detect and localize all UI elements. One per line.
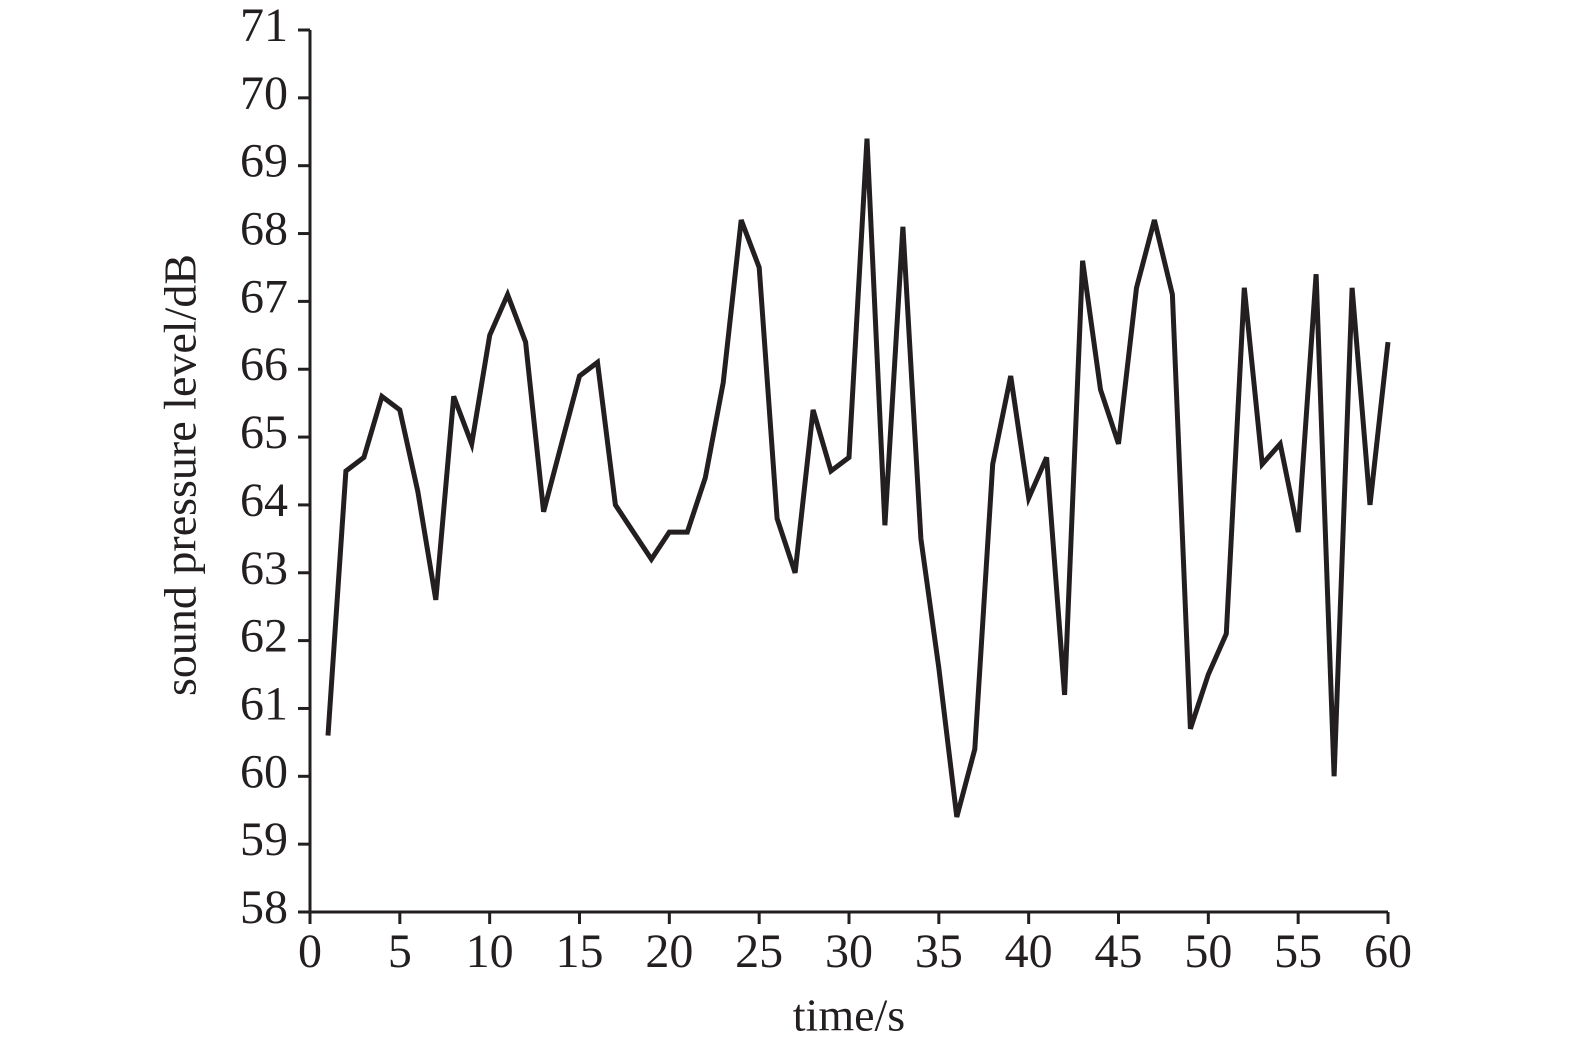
y-tick-label: 62 [240,610,288,663]
x-tick-label: 45 [1095,925,1143,978]
y-tick-label: 59 [240,813,288,866]
x-tick-label: 25 [735,925,783,978]
y-tick-label: 66 [240,338,288,391]
data-line [325,138,1391,818]
x-tick-label: 35 [915,925,963,978]
x-tick-label: 5 [388,925,412,978]
x-tick-label: 0 [298,925,322,978]
x-tick-label: 30 [825,925,873,978]
x-tick-label: 50 [1184,925,1232,978]
x-tick-label: 10 [466,925,514,978]
y-tick-label: 60 [240,745,288,798]
y-tick-label: 65 [240,406,288,459]
y-tick-label: 63 [240,542,288,595]
y-axis-title: sound pressure level/dB [155,254,206,696]
y-tick-label: 71 [240,0,288,52]
y-tick-label: 67 [240,270,288,323]
y-tick-label: 69 [240,135,288,188]
y-tick-label: 64 [240,474,288,527]
y-tick-label: 70 [240,67,288,120]
y-tick-label: 61 [240,677,288,730]
x-tick-label: 15 [556,925,604,978]
x-axis-title: time/s [793,990,905,1041]
y-tick-label: 68 [240,203,288,256]
x-tick-label: 60 [1364,925,1412,978]
x-tick-label: 40 [1005,925,1053,978]
y-tick-label: 58 [240,881,288,934]
x-tick-label: 55 [1274,925,1322,978]
x-tick-label: 20 [645,925,693,978]
